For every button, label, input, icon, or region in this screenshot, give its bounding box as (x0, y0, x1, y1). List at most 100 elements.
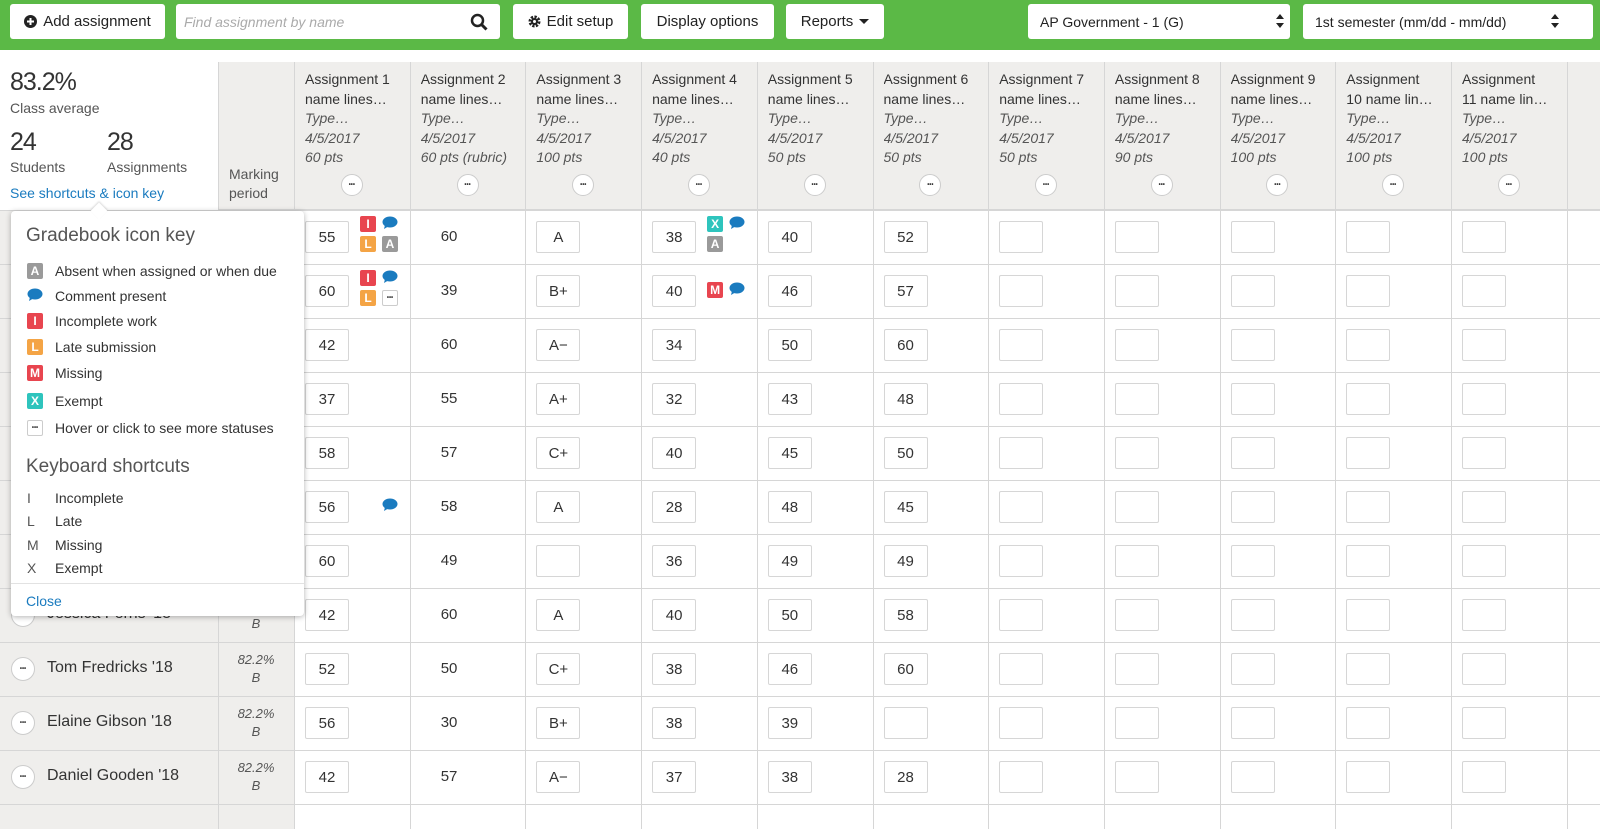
more-status-icon[interactable]: ••• (27, 420, 43, 436)
assignment-menu-button[interactable]: ••• (1266, 174, 1289, 196)
score-input[interactable] (1114, 329, 1159, 361)
score-input[interactable]: 56 (305, 491, 349, 523)
score-input[interactable]: 38 (652, 707, 697, 739)
assignment-menu-button[interactable]: ••• (572, 174, 595, 196)
score-input[interactable]: 50 (767, 329, 812, 361)
score-input[interactable] (999, 329, 1044, 361)
score-input[interactable] (1114, 437, 1159, 469)
score-input[interactable] (1346, 707, 1391, 739)
score-input[interactable]: 42 (305, 329, 349, 361)
student-name[interactable]: Tom Fredricks '18 (47, 659, 173, 676)
score-input[interactable]: A (536, 599, 581, 631)
class-select[interactable]: AP Government - 1 (G) (1028, 4, 1290, 39)
search-box[interactable]: Find assignment by name (176, 4, 500, 39)
score-input[interactable] (1462, 275, 1506, 307)
student-menu-button[interactable]: ••• (11, 657, 35, 681)
score-input[interactable]: 28 (883, 761, 928, 793)
score-input[interactable]: 40 (652, 437, 697, 469)
score-input[interactable] (1114, 599, 1159, 631)
score-input[interactable]: 36 (652, 545, 697, 577)
assignment-menu-button[interactable]: ••• (1382, 174, 1405, 196)
score-input[interactable]: 50 (883, 437, 928, 469)
reports-button[interactable]: Reports (786, 4, 884, 39)
score-input[interactable] (1346, 491, 1391, 523)
score-input[interactable] (1346, 761, 1391, 793)
score-input[interactable]: 58 (883, 599, 928, 631)
score-input[interactable] (1462, 707, 1506, 739)
score-input[interactable] (1230, 383, 1275, 415)
assignment-menu-button[interactable]: ••• (340, 174, 363, 196)
score-input[interactable] (1462, 761, 1506, 793)
score-input[interactable] (999, 491, 1044, 523)
score-input[interactable] (1230, 599, 1275, 631)
score-input[interactable]: 52 (883, 221, 928, 253)
score-input[interactable] (1230, 491, 1275, 523)
score-input[interactable]: 56 (305, 707, 349, 739)
score-input[interactable] (999, 653, 1044, 685)
score-input[interactable]: 57 (883, 275, 928, 307)
score-input[interactable]: 45 (767, 437, 812, 469)
score-input[interactable] (1346, 221, 1391, 253)
score-input[interactable] (1114, 491, 1159, 523)
score-input[interactable]: C+ (536, 437, 581, 469)
score-input[interactable] (1346, 437, 1391, 469)
score-input[interactable]: 40 (652, 275, 697, 307)
score-input[interactable]: 32 (652, 383, 697, 415)
score-input[interactable]: A (536, 221, 581, 253)
score-input[interactable] (999, 545, 1044, 577)
score-input[interactable] (1346, 383, 1391, 415)
score-input[interactable]: 39 (767, 707, 812, 739)
score-input[interactable] (1230, 545, 1275, 577)
score-input[interactable]: 40 (767, 221, 812, 253)
assignment-menu-button[interactable]: ••• (803, 174, 826, 196)
score-input[interactable] (1462, 545, 1506, 577)
score-input[interactable]: 46 (767, 275, 812, 307)
score-input[interactable]: A (536, 491, 581, 523)
score-input[interactable] (1230, 761, 1275, 793)
score-input[interactable] (999, 275, 1044, 307)
display-options-button[interactable]: Display options (641, 4, 774, 39)
close-link[interactable]: Close (26, 593, 62, 609)
score-input[interactable] (1346, 545, 1391, 577)
score-input[interactable] (1230, 437, 1275, 469)
score-input[interactable]: A− (536, 329, 581, 361)
score-input[interactable]: B+ (536, 275, 581, 307)
term-select[interactable]: 1st semester (mm/dd - mm/dd) (1303, 4, 1593, 39)
assignment-menu-button[interactable]: ••• (1497, 174, 1520, 196)
score-input[interactable]: 55 (305, 221, 349, 253)
score-input[interactable]: 48 (767, 491, 812, 523)
score-input[interactable] (1346, 329, 1391, 361)
score-input[interactable] (1346, 653, 1391, 685)
score-input[interactable] (999, 437, 1044, 469)
score-input[interactable] (1462, 491, 1506, 523)
score-input[interactable] (1230, 275, 1275, 307)
edit-setup-button[interactable]: Edit setup (513, 4, 628, 39)
score-input[interactable] (999, 599, 1044, 631)
score-input[interactable]: 38 (652, 653, 697, 685)
score-input[interactable]: 60 (305, 275, 349, 307)
score-input[interactable] (999, 383, 1044, 415)
score-input[interactable] (1230, 707, 1275, 739)
score-input[interactable] (1114, 761, 1159, 793)
score-input[interactable] (1346, 275, 1391, 307)
score-input[interactable]: 42 (305, 761, 349, 793)
score-input[interactable]: 49 (883, 545, 928, 577)
add-assignment-button[interactable]: Add assignment (10, 4, 165, 39)
score-input[interactable]: 38 (767, 761, 812, 793)
student-name[interactable]: Elaine Gibson '18 (47, 713, 172, 730)
score-input[interactable]: 60 (883, 653, 928, 685)
assignment-menu-button[interactable]: ••• (1150, 174, 1173, 196)
score-input[interactable]: 45 (883, 491, 928, 523)
score-input[interactable] (1114, 545, 1159, 577)
score-input[interactable] (1462, 653, 1506, 685)
score-input[interactable]: 37 (305, 383, 349, 415)
score-input[interactable] (1114, 653, 1159, 685)
score-input[interactable]: 34 (652, 329, 697, 361)
student-menu-button[interactable]: ••• (11, 711, 35, 735)
student-menu-button[interactable]: ••• (11, 765, 35, 789)
shortcuts-link[interactable]: See shortcuts & icon key (10, 185, 165, 201)
score-input[interactable]: 48 (883, 383, 928, 415)
score-input[interactable]: 37 (652, 761, 697, 793)
more-status-icon[interactable]: ••• (382, 290, 398, 306)
score-input[interactable]: 50 (767, 599, 812, 631)
